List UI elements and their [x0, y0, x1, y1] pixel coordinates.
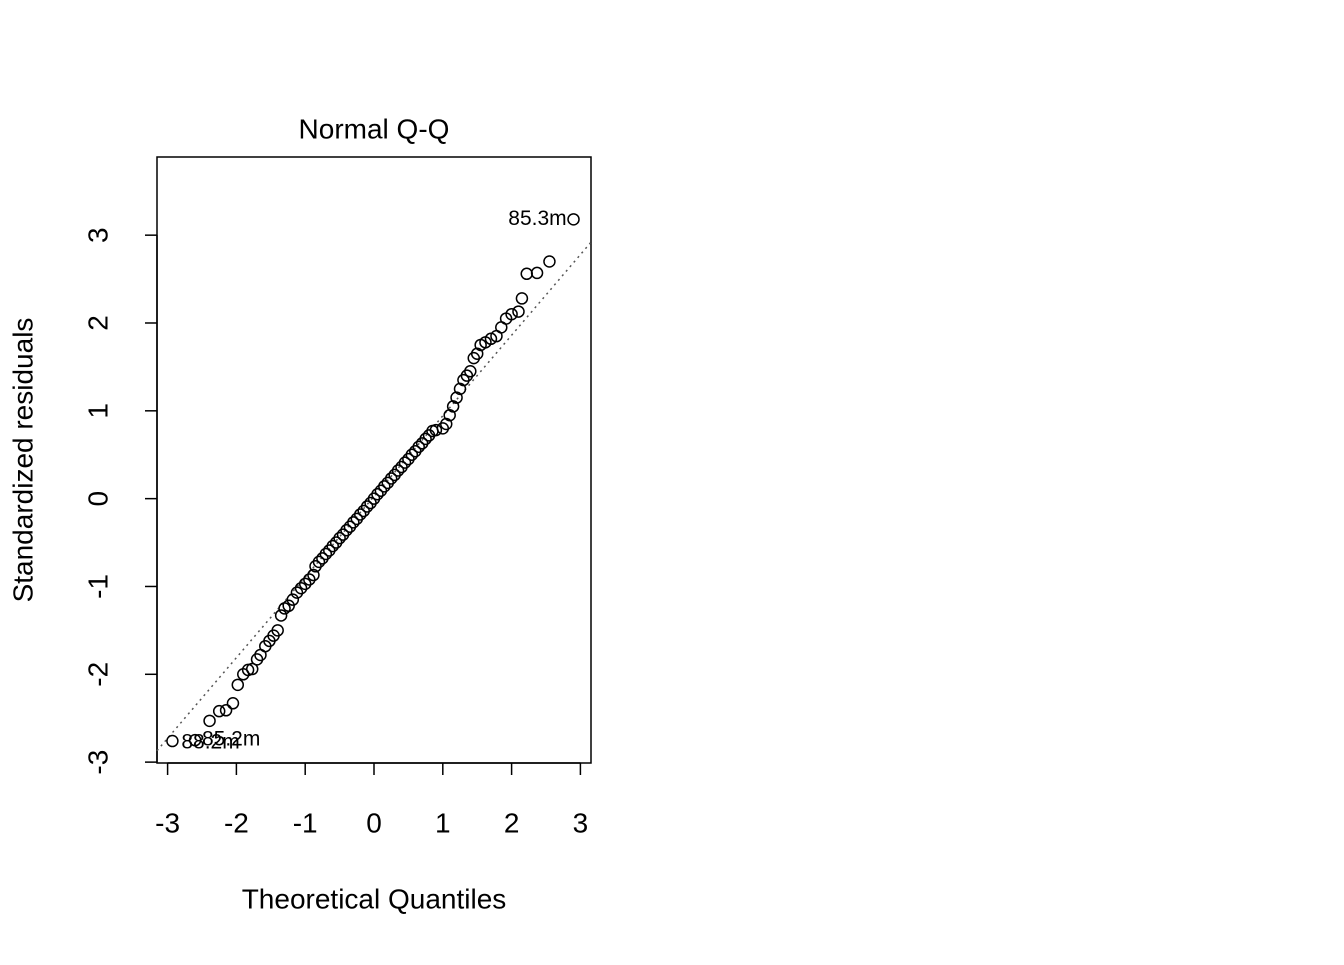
x-tick-label: -3 [155, 807, 180, 838]
point [429, 423, 443, 437]
point [419, 432, 432, 446]
point [412, 440, 425, 454]
y-tick-label: -2 [82, 662, 113, 687]
point [384, 472, 398, 485]
point [378, 480, 391, 493]
point [294, 581, 308, 595]
point [271, 624, 284, 637]
y-tick-label: 1 [82, 403, 113, 419]
x-tick-label: 1 [435, 807, 451, 838]
point [371, 488, 384, 501]
point [319, 547, 333, 561]
point [282, 599, 295, 613]
point [312, 555, 326, 569]
point [567, 213, 580, 226]
point-annotation: 85.3m [508, 207, 566, 230]
point [166, 734, 179, 748]
x-tick-label: 2 [504, 807, 520, 838]
point [391, 464, 405, 477]
point [353, 508, 367, 521]
point [231, 678, 245, 692]
point [360, 500, 374, 513]
point [505, 307, 518, 321]
point [405, 448, 419, 461]
point [290, 586, 304, 599]
point [245, 662, 259, 676]
point [219, 704, 233, 717]
point [286, 593, 300, 606]
point [530, 266, 544, 280]
point [515, 292, 529, 305]
point [274, 609, 288, 622]
point [512, 305, 525, 318]
x-tick-label: 0 [366, 807, 382, 838]
y-tick-label: -3 [82, 750, 113, 775]
point [464, 365, 477, 378]
point [340, 524, 353, 537]
point [543, 255, 556, 268]
point-annotation: 85.2m [202, 728, 260, 751]
point [212, 704, 226, 718]
point [303, 573, 316, 586]
y-tick-label: 0 [82, 491, 113, 507]
x-tick-label: 3 [573, 807, 589, 838]
chart-title: Normal Q-Q [299, 113, 450, 144]
point [203, 714, 216, 728]
point-annotation: 88.2m [181, 730, 239, 753]
point [188, 733, 202, 747]
point [307, 568, 320, 582]
y-tick-label: 3 [82, 227, 113, 243]
point [398, 456, 412, 469]
x-tick-label: -2 [224, 807, 249, 838]
point [326, 539, 339, 553]
y-tick-label: 2 [82, 315, 113, 331]
y-axis-label: Standardized residuals [7, 318, 38, 603]
point [333, 531, 346, 545]
x-tick-label: -1 [293, 807, 318, 838]
point [298, 577, 312, 591]
point [226, 697, 240, 710]
x-axis-label: Theoretical Quantiles [242, 883, 507, 914]
y-tick-label: -1 [82, 574, 113, 599]
point [347, 516, 360, 529]
